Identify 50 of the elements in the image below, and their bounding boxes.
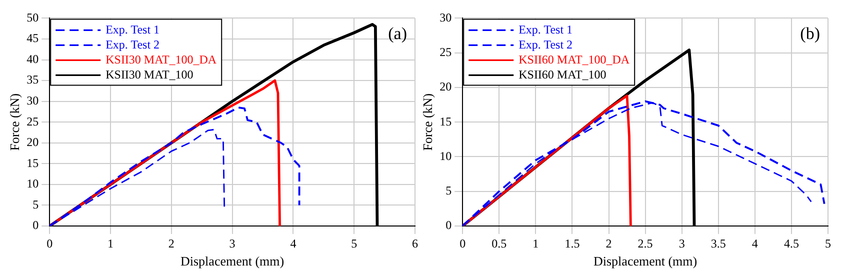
legend-label: KSII30 MAT_100_DA	[106, 52, 217, 66]
x-tick-label: 0.5	[492, 236, 507, 250]
x-tick-label: 5	[351, 236, 358, 250]
x-tick-label: 1	[108, 236, 114, 250]
y-tick-label: 25	[440, 44, 452, 59]
y-tick-label: 30	[440, 10, 452, 24]
y-tick-label: 5	[446, 184, 452, 198]
x-tick-label: 0	[460, 236, 466, 250]
y-tick-label: 40	[26, 52, 39, 66]
y-tick-label: 35	[26, 72, 39, 87]
y-tick-label: 10	[440, 148, 452, 163]
x-tick-label: 2	[606, 236, 612, 250]
y-tick-label: 20	[440, 80, 452, 94]
y-tick-label: 45	[26, 31, 39, 46]
y-tick-label: 10	[26, 176, 39, 191]
legend-label: Exp. Test 2	[518, 37, 573, 52]
x-tick-label: 5	[825, 236, 831, 250]
x-tick-label: 2.5	[638, 236, 653, 250]
legend-label: Exp. Test 2	[106, 37, 160, 52]
x-tick-label: 4.5	[784, 236, 799, 250]
legend-label: KSII60 MAT_100	[518, 67, 606, 82]
y-tick-label: 5	[32, 197, 39, 212]
y-tick-label: 20	[26, 135, 39, 150]
x-tick-label: 1	[532, 236, 539, 250]
y-tick-label: 0	[32, 218, 39, 232]
x-tick-label: 4	[752, 236, 758, 250]
legend-label: KSII30 MAT_100	[106, 67, 194, 82]
y-tick-label: 50	[26, 10, 39, 24]
x-tick-label: 2	[168, 236, 174, 250]
x-tick-label: 0	[46, 236, 53, 250]
x-tick-label: 3	[678, 236, 685, 250]
x-axis-title: Displacement (mm)	[593, 254, 698, 269]
legend-label: KSII60 MAT_100_DA	[518, 52, 630, 66]
legend-label: Exp. Test 1	[518, 22, 573, 36]
y-axis-title: Force (kN)	[420, 93, 436, 151]
y-tick-label: 0	[446, 218, 452, 232]
x-tick-label: 4	[290, 236, 296, 250]
y-tick-label: 25	[26, 114, 39, 128]
y-tick-label: 15	[440, 114, 452, 128]
annotation: (a)	[388, 24, 407, 44]
annotation: (b)	[800, 24, 820, 44]
x-tick-label: 3	[229, 236, 236, 250]
y-tick-label: 15	[26, 156, 39, 170]
legend-label: Exp. Test 1	[106, 22, 160, 36]
x-tick-label: 1.5	[564, 236, 580, 250]
x-axis-title: Displacement (mm)	[180, 254, 284, 269]
y-axis-title: Force (kN)	[7, 93, 22, 151]
x-tick-label: 6	[412, 236, 418, 250]
x-tick-label: 3.5	[710, 236, 726, 250]
y-tick-label: 30	[26, 93, 39, 108]
